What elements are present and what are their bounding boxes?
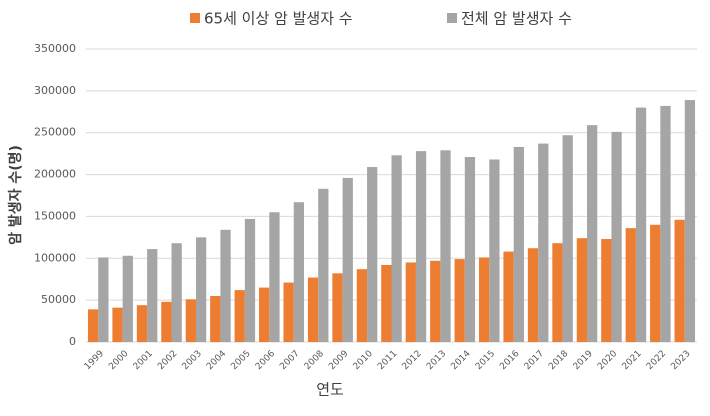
x-tick-label: 2014 bbox=[449, 349, 472, 372]
x-axis-label: 연도 bbox=[316, 381, 344, 399]
x-tick-label: 2018 bbox=[547, 349, 570, 372]
y-tick-label: 150000 bbox=[34, 209, 76, 222]
bar bbox=[136, 305, 148, 342]
bar bbox=[513, 146, 524, 342]
bar bbox=[283, 282, 294, 342]
x-tick-label: 2013 bbox=[425, 349, 448, 372]
y-tick-label: 350000 bbox=[34, 42, 76, 55]
bar bbox=[171, 243, 182, 342]
bar bbox=[611, 131, 622, 342]
x-tick-label: 2011 bbox=[376, 349, 399, 372]
x-tick-label: 2003 bbox=[181, 349, 204, 372]
bar bbox=[195, 237, 207, 342]
y-tick-label: 250000 bbox=[34, 126, 76, 139]
bar bbox=[210, 295, 221, 342]
bar bbox=[454, 259, 465, 342]
legend-label: 65세 이상 암 발생자 수 bbox=[204, 10, 353, 28]
x-tick-label: 2007 bbox=[278, 349, 301, 372]
y-axis-label: 암 발생자 수(명) bbox=[7, 145, 24, 245]
y-tick-label: 50000 bbox=[41, 293, 76, 306]
bar bbox=[220, 229, 231, 342]
y-tick-label: 300000 bbox=[34, 84, 76, 97]
bar bbox=[650, 224, 661, 342]
y-tick-label: 200000 bbox=[34, 168, 76, 181]
x-tick-label: 2010 bbox=[352, 349, 375, 372]
bar bbox=[147, 249, 158, 342]
bar bbox=[503, 251, 514, 342]
bar bbox=[430, 260, 441, 342]
bar bbox=[562, 135, 573, 342]
x-tick-label: 2008 bbox=[303, 349, 326, 372]
x-tick-label: 2020 bbox=[596, 349, 619, 372]
bar bbox=[489, 159, 500, 342]
bar bbox=[342, 177, 353, 342]
bar bbox=[244, 218, 256, 342]
bar bbox=[601, 239, 612, 342]
bar bbox=[576, 238, 588, 342]
bar bbox=[405, 262, 416, 342]
x-tick-label: 2021 bbox=[621, 349, 644, 372]
x-tick-label: 2016 bbox=[498, 349, 521, 372]
bar bbox=[464, 156, 476, 342]
x-tick-label: 2005 bbox=[229, 349, 252, 372]
x-tick-label: 2017 bbox=[523, 349, 546, 372]
x-tick-label: 2004 bbox=[205, 349, 228, 372]
bar bbox=[98, 257, 109, 342]
bar bbox=[161, 301, 172, 342]
bar bbox=[87, 309, 99, 342]
legend-swatch bbox=[447, 13, 457, 23]
y-tick-label: 0 bbox=[69, 335, 76, 348]
x-tick-label: 2019 bbox=[572, 349, 595, 372]
x-tick-label: 2006 bbox=[254, 349, 277, 372]
x-tick-label: 2012 bbox=[401, 349, 424, 372]
bar bbox=[635, 107, 647, 342]
bar bbox=[538, 143, 549, 342]
x-tick-label: 2000 bbox=[107, 349, 130, 372]
bar bbox=[234, 290, 245, 342]
bar bbox=[415, 151, 427, 342]
x-tick-label: 2023 bbox=[669, 349, 692, 372]
x-tick-label: 2002 bbox=[156, 349, 179, 372]
bar bbox=[625, 228, 636, 342]
bar bbox=[552, 243, 563, 342]
bar bbox=[112, 307, 123, 342]
bar bbox=[122, 255, 133, 342]
x-tick-label: 1999 bbox=[83, 349, 106, 372]
x-tick-label: 2015 bbox=[474, 349, 497, 372]
bar bbox=[356, 269, 368, 342]
x-tick-label: 2009 bbox=[327, 349, 350, 372]
bar bbox=[307, 277, 319, 342]
bar bbox=[185, 299, 196, 342]
bar bbox=[332, 273, 343, 342]
x-tick-label: 2001 bbox=[132, 349, 155, 372]
bar bbox=[367, 167, 378, 342]
bar bbox=[259, 287, 270, 342]
bar bbox=[440, 150, 451, 342]
bar bbox=[684, 100, 696, 343]
bar bbox=[660, 105, 671, 342]
bar bbox=[391, 155, 402, 342]
y-tick-label: 100000 bbox=[34, 251, 76, 264]
legend-swatch bbox=[190, 13, 200, 23]
bar bbox=[587, 125, 598, 343]
bar bbox=[269, 212, 280, 342]
legend-label: 전체 암 발생자 수 bbox=[461, 10, 572, 28]
bar bbox=[293, 202, 305, 342]
bar bbox=[674, 219, 685, 342]
bar bbox=[527, 248, 539, 342]
bar bbox=[381, 264, 392, 342]
x-tick-label: 2022 bbox=[645, 349, 668, 372]
bar bbox=[478, 257, 490, 342]
bar bbox=[318, 188, 329, 342]
